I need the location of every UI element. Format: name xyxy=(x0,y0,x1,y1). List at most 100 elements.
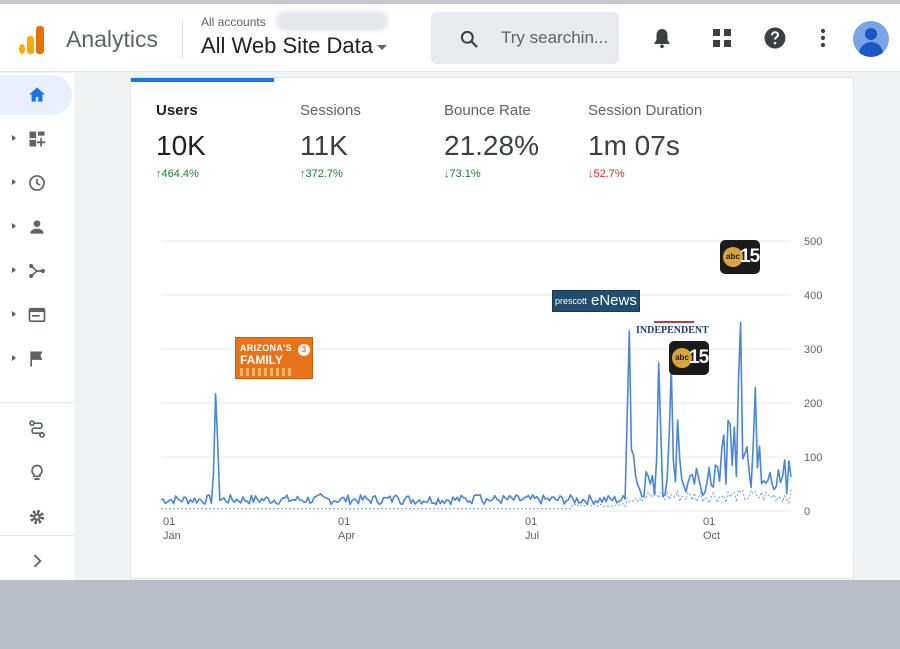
account-label: All accounts xyxy=(201,15,266,29)
property-name: All Web Site Data xyxy=(201,33,374,58)
logo-sunburst xyxy=(240,368,292,376)
chevron-right-icon xyxy=(33,554,42,568)
x-tick-month: Apr xyxy=(338,530,355,542)
metric-label: Session Duration xyxy=(588,102,703,119)
sidebar-item-conversions[interactable] xyxy=(0,345,74,373)
x-tick-day: 01 xyxy=(338,516,350,528)
expand-arrow-icon xyxy=(12,223,16,229)
x-tick-day: 01 xyxy=(525,516,537,528)
avatar-body xyxy=(859,42,883,57)
help-icon[interactable] xyxy=(763,26,787,50)
product-name: Analytics xyxy=(66,26,159,52)
header-divider xyxy=(182,20,183,58)
metric-change: ↑372.7% xyxy=(300,168,343,180)
top-header: Analytics All accounts All Web Site Data… xyxy=(0,4,900,72)
logo-text: INDEPENDENT xyxy=(636,325,709,336)
redacted-account-name xyxy=(276,11,388,31)
metric-label: Sessions xyxy=(300,102,361,119)
apps-grid-icon[interactable] xyxy=(710,26,734,50)
y-tick-label: 300 xyxy=(804,344,822,356)
search-icon xyxy=(460,30,478,48)
flag-icon xyxy=(30,351,43,367)
analytics-logo-icon[interactable] xyxy=(16,24,46,54)
metric-label: Users xyxy=(156,102,198,119)
expand-arrow-icon xyxy=(12,135,16,141)
logo-text: 15 xyxy=(689,347,709,368)
arizonas-family-logo: ARIZONA'S FAMILY 3 xyxy=(235,337,313,379)
logo-text: abc xyxy=(672,348,692,368)
sidebar-item-home[interactable] xyxy=(0,75,72,115)
avatar-head xyxy=(865,28,877,40)
attribution-path-icon xyxy=(29,420,45,438)
dashboards-icon xyxy=(29,131,46,147)
x-tick-month: Oct xyxy=(703,530,720,542)
expand-arrow-icon xyxy=(12,311,16,317)
users-line-chart[interactable]: 500 400 300 200 100 0 01 Jan 01 Apr 01 Jul 01 Oct xyxy=(131,78,855,580)
logo-text: FAMILY xyxy=(240,353,283,367)
expand-arrow-icon xyxy=(12,179,16,185)
sidebar-item-dashboards[interactable] xyxy=(0,125,74,153)
sidebar-divider xyxy=(0,535,74,536)
notifications-bell-icon[interactable] xyxy=(650,26,674,50)
search-box[interactable]: Try searchin... xyxy=(431,12,619,64)
metric-value: 1m 07s xyxy=(588,130,680,161)
prescott-enews-logo: prescott eNews xyxy=(552,290,640,312)
sidebar-item-audience[interactable] xyxy=(0,213,74,241)
independent-logo: INDEPENDENT xyxy=(634,317,709,337)
account-avatar[interactable] xyxy=(853,21,889,57)
x-tick-day: 01 xyxy=(703,516,715,528)
logo-text: prescott xyxy=(555,296,588,306)
sidebar-divider xyxy=(0,402,74,403)
logo-text: 15 xyxy=(740,246,760,267)
metric-bounce-rate[interactable]: Bounce Rate 21.28% ↓73.1% xyxy=(444,102,584,180)
logo-text: eNews xyxy=(591,292,637,309)
metric-users[interactable]: Users 10K ↑464.4% xyxy=(156,102,296,180)
metric-change: ↓52.7% xyxy=(588,168,625,180)
logo-text: 3 xyxy=(298,344,310,356)
window-top-strip xyxy=(0,0,900,4)
logo-text: ARIZONA'S xyxy=(240,343,292,353)
metric-session-duration[interactable]: Session Duration 1m 07s ↓52.7% xyxy=(588,102,728,180)
y-tick-label: 400 xyxy=(804,290,822,302)
analytics-app: Analytics All accounts All Web Site Data… xyxy=(0,4,900,580)
x-tick-day: 01 xyxy=(163,516,175,528)
person-icon xyxy=(30,220,44,234)
abc15-logo: abc 15 xyxy=(669,341,709,375)
below-window-area xyxy=(0,580,900,649)
expand-arrow-icon xyxy=(12,355,16,361)
sidebar-item-behavior[interactable] xyxy=(0,301,74,329)
sidebar-item-acquisition[interactable] xyxy=(0,257,74,285)
y-tick-label: 100 xyxy=(804,452,822,464)
lightbulb-icon xyxy=(31,464,43,481)
home-icon xyxy=(29,87,45,102)
series-line-comparison xyxy=(161,488,792,510)
left-sidebar xyxy=(0,73,74,580)
more-vertical-icon[interactable] xyxy=(811,26,835,50)
abc15-logo: abc 15 xyxy=(720,240,760,274)
logo-rule xyxy=(654,317,694,323)
gear-icon xyxy=(29,509,45,525)
search-placeholder: Try searchin... xyxy=(501,28,609,47)
expand-arrow-icon xyxy=(12,267,16,273)
metric-label: Bounce Rate xyxy=(444,102,531,119)
sidebar-item-attribution[interactable] xyxy=(0,415,74,443)
clock-icon xyxy=(29,175,45,191)
metric-value: 10K xyxy=(156,130,206,161)
series-line-current xyxy=(160,321,792,506)
y-tick-label: 200 xyxy=(804,398,822,410)
sidebar-item-discover[interactable] xyxy=(0,459,74,487)
sidebar-expand-button[interactable] xyxy=(0,547,74,575)
y-tick-label: 500 xyxy=(804,236,822,248)
sidebar-item-realtime[interactable] xyxy=(0,169,74,197)
metric-sessions[interactable]: Sessions 11K ↑372.7% xyxy=(300,102,440,180)
chevron-down-icon xyxy=(377,44,388,50)
property-selector[interactable]: All Web Site Data xyxy=(201,33,388,59)
sidebar-item-admin[interactable] xyxy=(0,503,74,531)
x-tick-month: Jan xyxy=(163,530,181,542)
x-tick-month: Jul xyxy=(525,530,539,542)
y-tick-label: 0 xyxy=(804,506,810,518)
acquisition-fork-icon xyxy=(29,263,45,279)
logo-text: abc xyxy=(723,247,743,267)
selected-metric-indicator xyxy=(131,78,274,82)
behavior-window-icon xyxy=(28,307,46,323)
